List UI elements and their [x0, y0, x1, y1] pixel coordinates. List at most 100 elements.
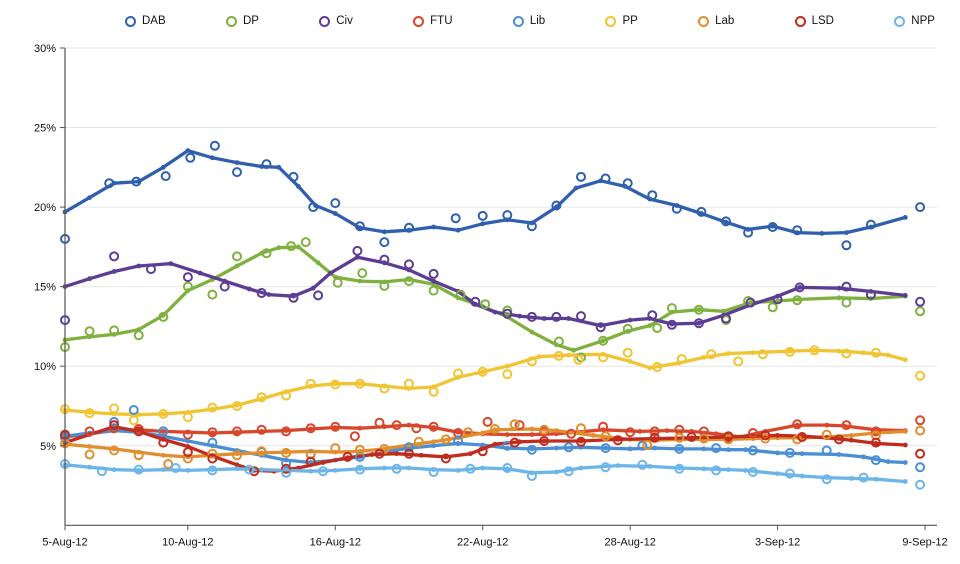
poll-point-Lab [642, 440, 653, 450]
poll-point-Civ [526, 311, 537, 322]
legend-item-dab: DAB [125, 15, 166, 27]
x-axis-label-9-Sep-12: 9-Sep-12 [902, 536, 947, 548]
trend-vertex-Lib [554, 445, 559, 451]
trend-vertex-PP [259, 396, 264, 402]
trend-vertex-Lib [775, 450, 780, 456]
poll-point-Lab [133, 450, 144, 461]
poll-point-Civ [182, 272, 193, 283]
trend-vertex-Civ [902, 293, 908, 298]
poll-point-PP [757, 349, 768, 360]
poll-point-Lab [490, 424, 500, 434]
poll-point-Civ [288, 292, 299, 303]
trend-vertex-Lib [185, 438, 191, 444]
trend-vertex-NPP [480, 465, 486, 471]
trend-vertex-DAB [234, 160, 240, 166]
poll-point-DP [404, 276, 414, 287]
x-axis-label-10-Aug-12: 10-Aug-12 [162, 536, 213, 548]
trend-vertex-FTU [332, 425, 338, 430]
trend-vertex-LSD [234, 462, 240, 468]
poll-point-DP [502, 305, 513, 316]
poll-point-Lib [748, 445, 758, 456]
poll-point-Lab [600, 431, 611, 442]
trend-line-PP [63, 348, 907, 417]
poll-point-FTU [349, 431, 360, 442]
poll-point-DAB [330, 198, 341, 209]
poll-point-FTU [305, 423, 316, 434]
poll-point-Civ [721, 313, 731, 324]
poll-point-Lib [453, 436, 464, 446]
trend-vertex-Lib [799, 451, 805, 457]
chart-legend: DAB DP Civ FTU Lib PP Lab LSD NPP [125, 10, 935, 32]
series-marker-icon [512, 15, 524, 27]
x-axis-label-3-Sep-12: 3-Sep-12 [755, 536, 800, 548]
poll-point-Lab [723, 434, 734, 445]
trend-vertex-LSD [873, 441, 879, 446]
trend-vertex-Lib [743, 447, 748, 453]
trend-vertex-Lab [590, 433, 596, 438]
trend-vertex-NPP [210, 467, 215, 472]
trend-line-Civ [63, 255, 907, 328]
trend-vertex-LSD [541, 438, 547, 444]
poll-point-NPP [354, 464, 365, 475]
trend-line-DP [63, 245, 907, 352]
poll-point-DP [182, 281, 193, 292]
trend-vertex-FTU [794, 422, 800, 428]
trend-vertex-Lib [885, 459, 891, 465]
trend-vertex-Civ [836, 285, 842, 291]
trend-vertex-FTU [406, 422, 412, 428]
trend-vertex-PP [332, 381, 338, 387]
trend-vertex-Lib [836, 452, 842, 457]
poll-point-DP [622, 323, 633, 334]
poll-point-Lib [281, 458, 292, 469]
series-marker-icon [125, 15, 136, 27]
trend-vertex-Lab [111, 446, 117, 452]
poll-point-Civ [502, 308, 513, 319]
poll-point-DAB [288, 171, 299, 182]
poll-point-DAB [792, 225, 803, 236]
poll-point-DP [693, 304, 704, 315]
poll-point-PP [232, 401, 242, 411]
poll-point-NPP [748, 467, 758, 477]
poll-point-NPP [170, 463, 181, 473]
poll-point-PP [207, 402, 218, 413]
poll-point-PP [676, 354, 687, 364]
poll-point-NPP [637, 459, 648, 470]
poll-point-DAB [915, 202, 926, 213]
poll-point-Lab [915, 425, 926, 436]
poll-point-NPP [391, 463, 402, 474]
poll-point-FTU [207, 427, 218, 438]
poll-point-PP [128, 415, 139, 426]
trend-vertex-PP [480, 369, 486, 375]
trend-vertex-Civ [246, 286, 252, 292]
poll-point-Lab [281, 447, 292, 458]
trend-vertex-FTU [357, 425, 363, 431]
poll-point-Lab [413, 436, 424, 447]
y-axis-label-10: 10% [34, 361, 56, 373]
trend-vertex-PP [566, 352, 572, 358]
trend-vertex-DP [529, 329, 535, 335]
poll-point-DAB [696, 206, 707, 217]
poll-point-Lab [163, 459, 174, 469]
series-marker-icon [605, 15, 617, 27]
poll-point-FTU [374, 417, 385, 428]
trend-vertex-Civ [541, 316, 547, 321]
y-axis-label-5: 5% [40, 441, 56, 453]
poll-point-Lib [784, 447, 795, 458]
poll-point-DAB [160, 171, 171, 182]
series-marker-icon [794, 15, 806, 27]
trend-vertex-LSD [394, 451, 400, 457]
poll-point-DAB [354, 221, 365, 232]
poll-point-DP [553, 336, 564, 347]
trend-vertex-Civ [696, 320, 702, 326]
poll-point-LSD [760, 430, 771, 441]
trend-vertex-Civ [598, 323, 604, 328]
trend-vertex-DAB [296, 184, 301, 189]
poll-point-FTU [649, 426, 660, 437]
poll-point-Lab [576, 423, 586, 434]
poll-point-DP [84, 326, 95, 337]
poll-point-PP [598, 352, 609, 363]
poll-point-Lab [207, 448, 218, 459]
poll-point-NPP [526, 471, 537, 481]
poll-point-Lab [463, 427, 473, 438]
poll-point-DAB [261, 159, 272, 170]
